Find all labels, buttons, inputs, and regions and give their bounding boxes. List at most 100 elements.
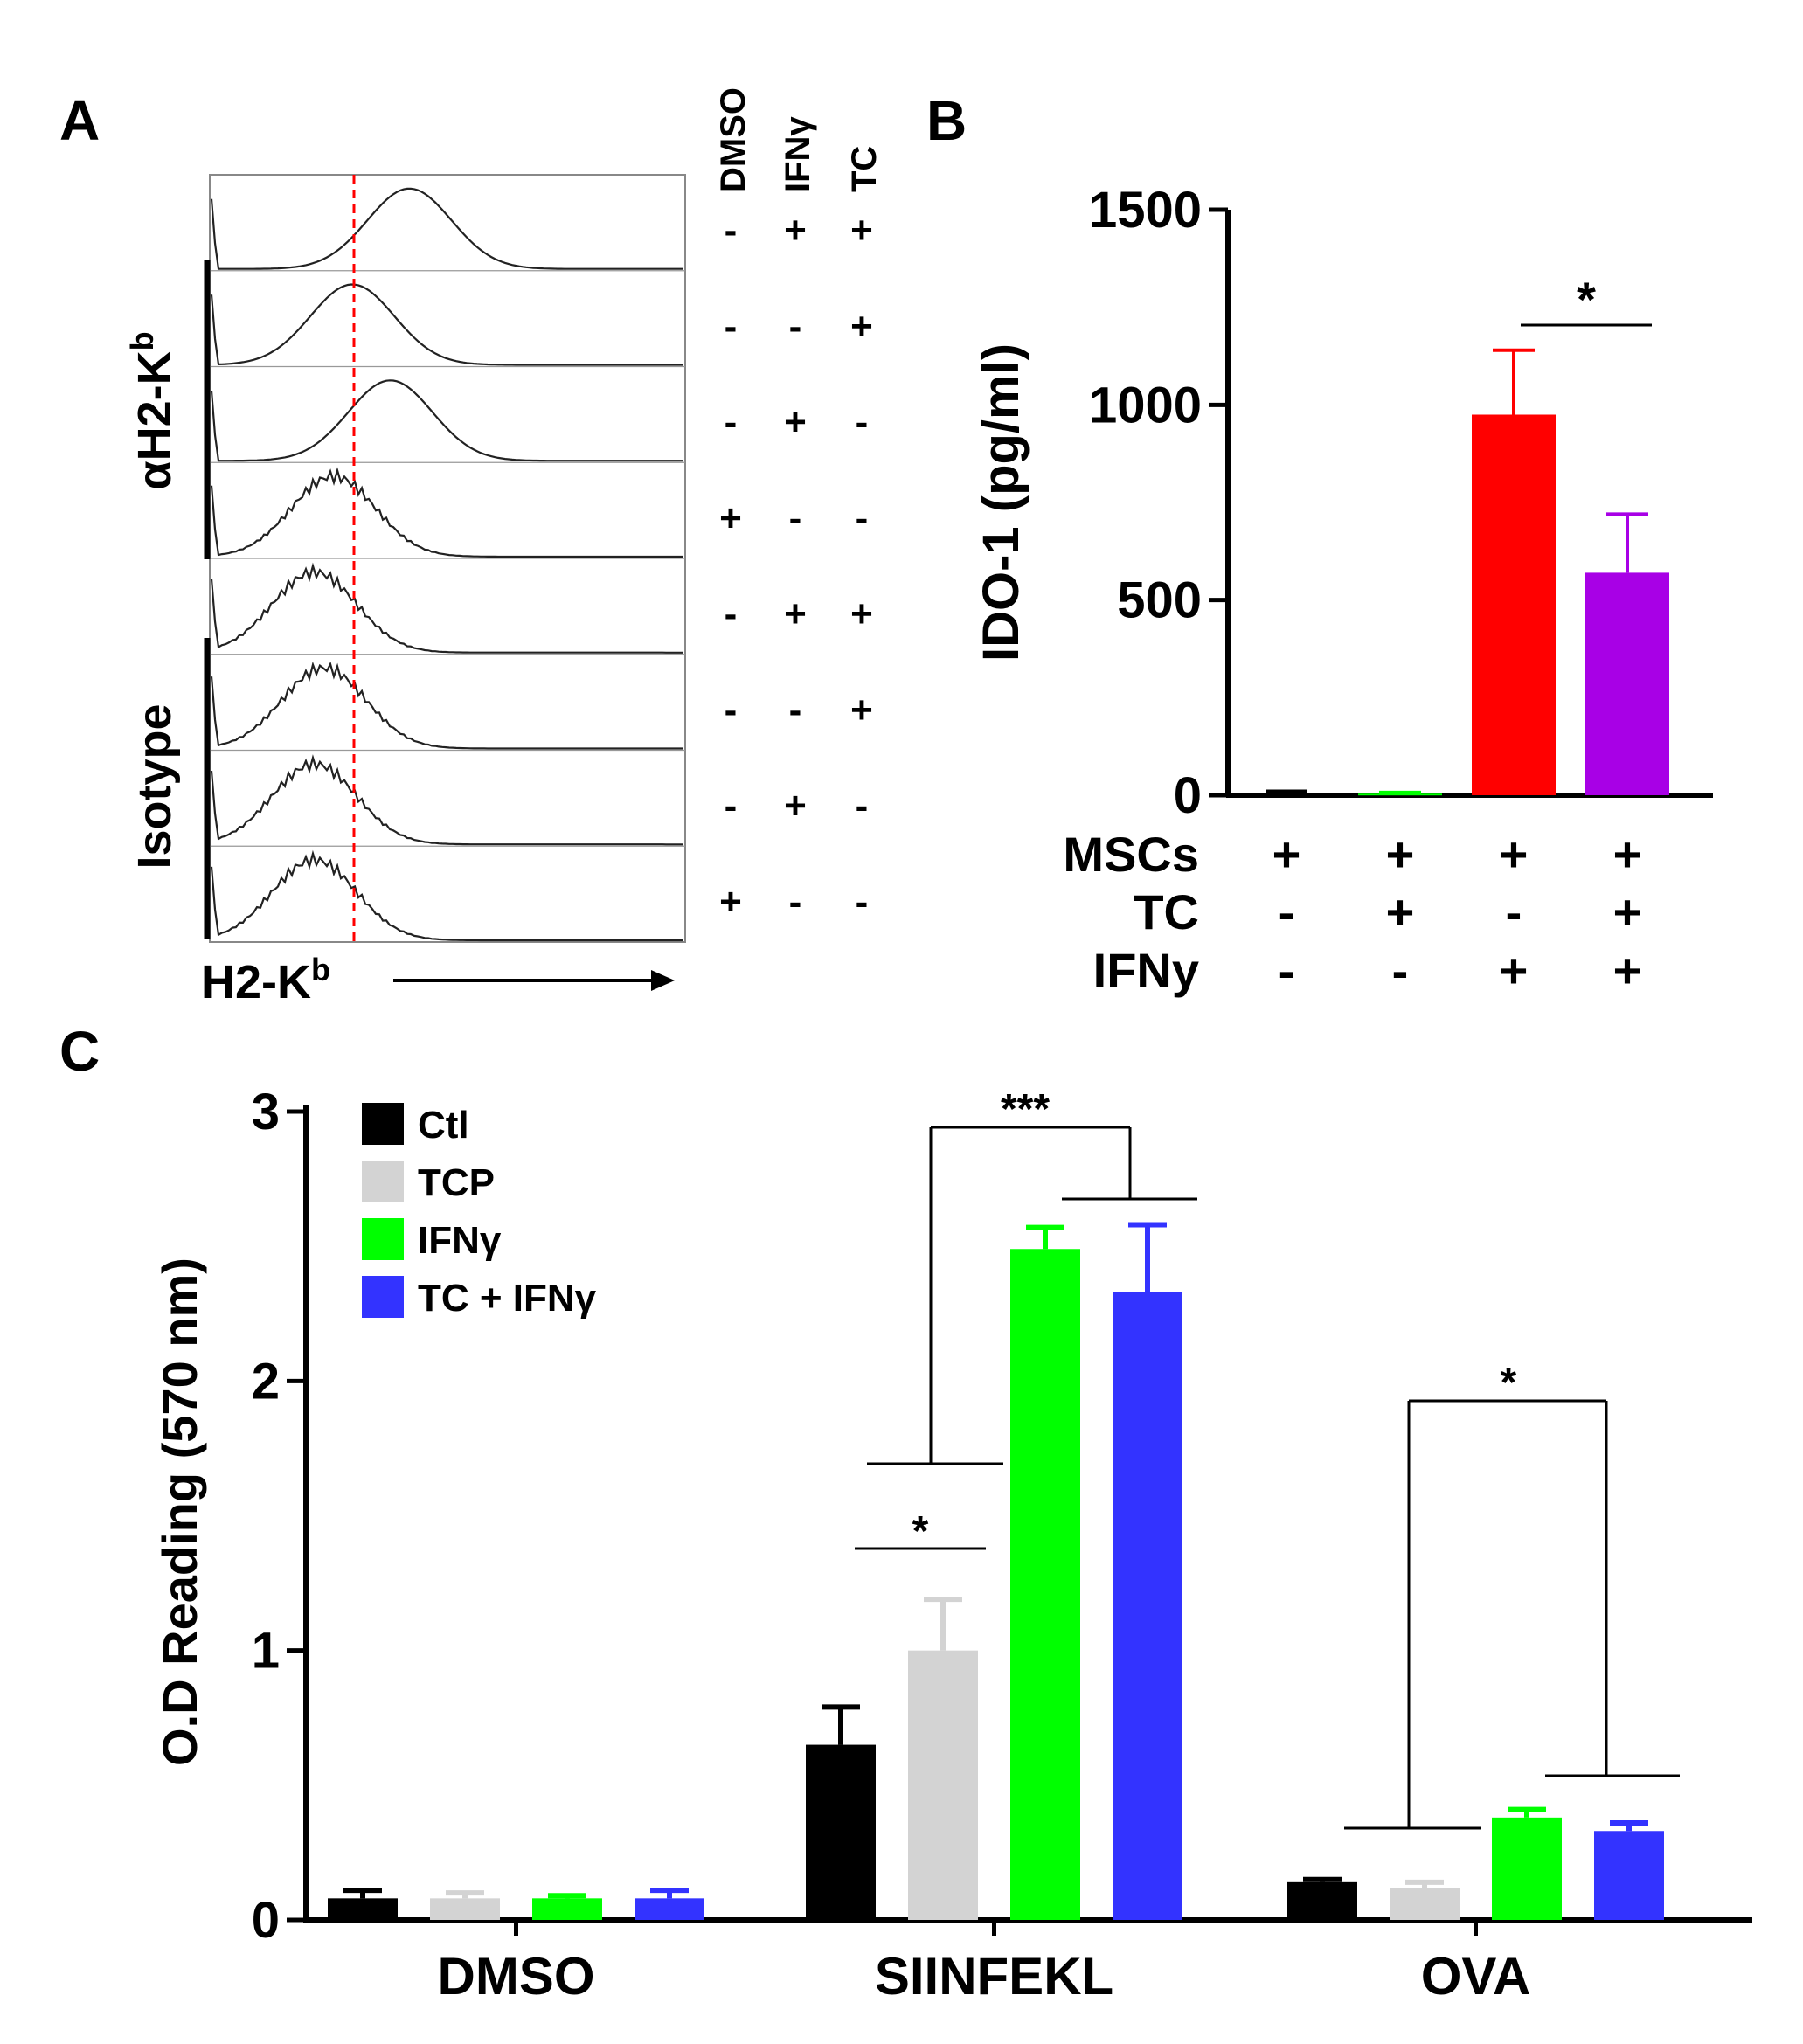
b-bar [1585, 572, 1669, 795]
group-label-antibody-text: αH2-K [128, 350, 181, 489]
panel-b: 0 500 1000 1500 IDO-1 (pg/ml) * MSCs TC IFN… [973, 182, 1713, 998]
condition-sign: + [850, 592, 873, 635]
c-x-tick-label: DMSO [438, 1947, 595, 2006]
condition-sign: - [856, 880, 869, 923]
c-bars [328, 1222, 1664, 1920]
condition-sign: + [784, 785, 807, 828]
histogram-trace [210, 562, 683, 654]
b-condition-sign: - [1392, 943, 1409, 998]
b-condition-sign: - [1506, 884, 1522, 939]
c-bar [908, 1650, 978, 1920]
panel-label-c: C [59, 1020, 100, 1083]
legend-swatch [362, 1161, 404, 1202]
histogram-trace [210, 379, 683, 462]
histogram-trace [210, 283, 683, 366]
legend-swatch [362, 1103, 404, 1145]
a-x-axis-label: H2-Kb [201, 952, 330, 1008]
condition-sign: - [725, 592, 738, 635]
x-axis-arrow-head [651, 970, 675, 991]
group-label-antibody: αH2-Kb [124, 331, 181, 489]
c-y-tick-label: 2 [252, 1353, 280, 1410]
condition-sign: - [789, 496, 802, 539]
condition-sign: - [789, 305, 802, 348]
c-x-tick-label: OVA [1421, 1947, 1531, 2006]
c-x-tick-label: SIINFEKL [875, 1947, 1113, 2006]
a-x-axis-label-text: H2-K [201, 956, 311, 1008]
c-legend: Ctl TCP IFNγ TC + IFNγ [362, 1103, 597, 1320]
c-bar [1010, 1249, 1080, 1920]
histogram-trace [210, 661, 683, 750]
legend-label: TC + IFNγ [418, 1277, 597, 1320]
condition-sign-table: - + + - - + - + - + - - - + + - - + - + - + - - [719, 209, 873, 923]
sig-label-siinfekl-top: *** [1001, 1086, 1050, 1133]
condition-sign: - [856, 785, 869, 828]
b-condition-label-mscs: MSCs [1063, 827, 1199, 882]
panel-label-b: B [926, 89, 967, 152]
b-bar [1472, 414, 1556, 795]
histogram-trace [210, 849, 683, 942]
c-bar [1594, 1831, 1664, 1920]
c-y-tick-label: 1 [252, 1623, 280, 1680]
b-y-tick-label: 500 [1117, 572, 1202, 629]
panel-a: αH2-Kb Isotype H2-Kb DMSO IFNγ TC - + +- - +… [124, 87, 884, 1008]
b-condition-sign: + [1613, 827, 1642, 882]
condition-sign: + [784, 209, 807, 252]
c-bar [1492, 1817, 1562, 1920]
b-condition-sign: + [1500, 827, 1529, 882]
condition-sign: - [789, 689, 802, 731]
condition-sign: + [719, 880, 742, 923]
legend-label: IFNγ [418, 1219, 502, 1262]
condition-sign: + [784, 592, 807, 635]
legend-label: Ctl [418, 1104, 469, 1147]
c-y-axis-label: O.D Reading (570 nm) [152, 1258, 207, 1766]
c-x-tick-labels: DMSO SIINFEKL OVA [438, 1920, 1531, 2006]
c-bar [430, 1898, 500, 1920]
histogram-trace [210, 467, 683, 558]
histogram-trace [210, 187, 683, 270]
b-condition-label-tc: TC [1134, 884, 1199, 939]
b-condition-label-ifny: IFNy [1093, 943, 1199, 998]
c-bar [532, 1898, 602, 1920]
condition-sign: + [850, 209, 873, 252]
condition-sign: + [784, 401, 807, 444]
c-bar [1390, 1888, 1460, 1920]
legend-swatch [362, 1218, 404, 1260]
b-y-tick-label: 1500 [1089, 182, 1202, 239]
b-y-tick-label: 0 [1174, 767, 1202, 824]
condition-sign: - [725, 305, 738, 348]
b-y-tick-label: 1000 [1089, 377, 1202, 433]
b-condition-sign: + [1613, 943, 1642, 998]
condition-sign: - [856, 401, 869, 444]
condition-sign: - [725, 209, 738, 252]
legend-swatch [362, 1276, 404, 1318]
c-bar [806, 1744, 876, 1920]
sig-label-siinfekl-low: * [912, 1508, 929, 1555]
b-condition-sign: + [1613, 884, 1642, 939]
a-x-axis-label-sup: b [311, 952, 330, 987]
c-bar [1287, 1881, 1357, 1920]
histogram-trace [210, 754, 683, 846]
b-significance: * [1521, 272, 1652, 327]
legend-label: TCP [418, 1161, 495, 1204]
condition-sign: - [725, 401, 738, 444]
condition-sign: + [719, 496, 742, 539]
header-tc: TC [845, 146, 884, 192]
group-label-isotype: Isotype [128, 703, 181, 869]
c-y-ticks: 0 1 2 3 [252, 1084, 306, 1949]
panel-label-a: A [59, 89, 100, 152]
sig-label-ova: * [1501, 1360, 1517, 1406]
condition-sign: - [856, 496, 869, 539]
b-condition-sign: + [1500, 943, 1529, 998]
condition-sign: - [725, 689, 738, 731]
header-dmso: DMSO [714, 87, 752, 192]
condition-sign: + [850, 305, 873, 348]
histogram-rows [210, 187, 685, 942]
c-significance [855, 1126, 1680, 1830]
b-sig-label: * [1577, 272, 1596, 327]
condition-sign: - [789, 880, 802, 923]
c-y-tick-label: 0 [252, 1892, 280, 1949]
c-y-tick-label: 3 [252, 1084, 280, 1140]
b-condition-signs: + + + +- + - +- - + + [1273, 827, 1642, 998]
b-condition-sign: + [1273, 827, 1301, 882]
